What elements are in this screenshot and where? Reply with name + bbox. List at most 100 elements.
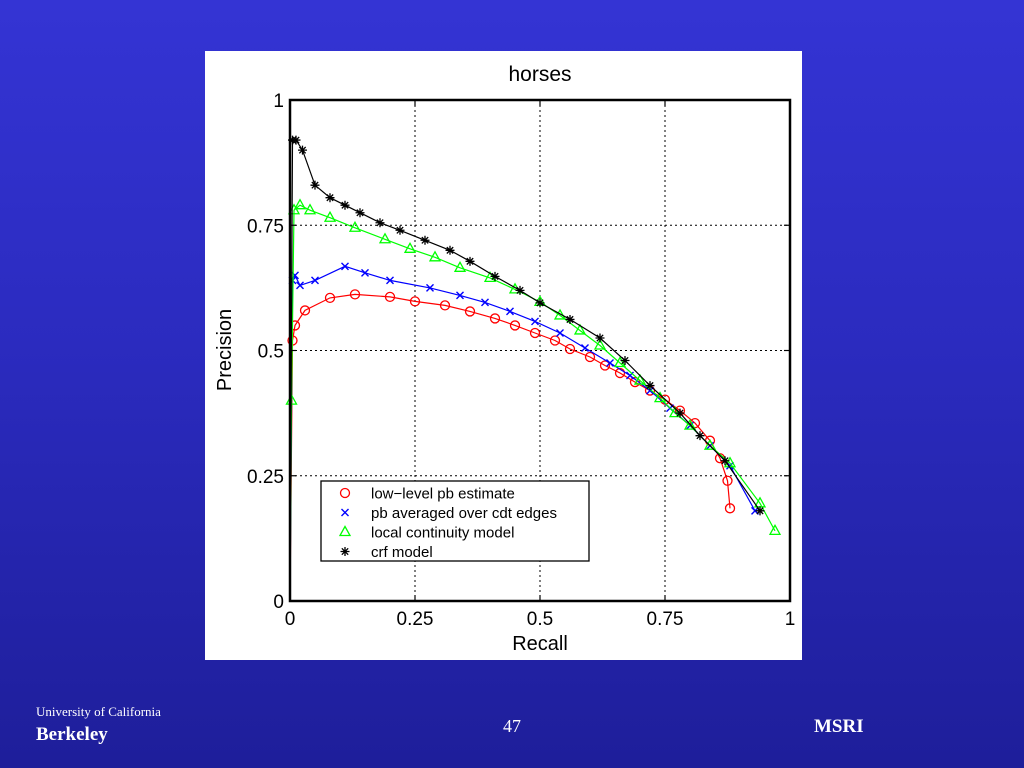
series-1-point	[464, 306, 476, 317]
series-3-point	[593, 338, 607, 350]
series-3-point	[703, 438, 717, 450]
series-line-4	[289, 139, 761, 602]
series-4-point	[375, 218, 385, 228]
series-3-point	[633, 373, 647, 385]
series-4-point	[465, 256, 475, 266]
series-1-point	[349, 289, 361, 300]
series-2-point	[456, 291, 464, 300]
series-3-point	[553, 308, 567, 320]
series-4-point	[298, 145, 307, 155]
series-2-point	[606, 359, 614, 368]
series-1-point	[689, 417, 701, 429]
series-3-point	[293, 198, 307, 210]
series-3-point	[428, 250, 442, 262]
x-tick-label: 0.5	[527, 609, 553, 630]
series-1-point	[599, 360, 611, 371]
chart-title: horses	[508, 63, 571, 86]
x-tick-label: 0.25	[397, 609, 434, 630]
series-4-point	[515, 285, 525, 295]
legend-label-2: pb averaged over cdt edges	[371, 505, 557, 522]
chart-legend: low−level pb estimate pb averaged over cd…	[320, 480, 590, 562]
series-4-point	[755, 506, 765, 516]
series-4-point	[325, 193, 335, 203]
x-axis-label: Recall	[512, 633, 568, 655]
series-1-point	[722, 475, 733, 486]
series-4-point	[595, 333, 605, 343]
series-4-point	[620, 356, 630, 366]
series-3-point	[723, 456, 737, 468]
y-axis-label: Precision	[214, 309, 236, 391]
series-1-point	[564, 343, 576, 355]
series-4-point	[535, 298, 545, 308]
series-4-point	[565, 314, 575, 324]
university-label: University of California	[36, 704, 161, 719]
series-1-point	[439, 300, 451, 311]
y-tick-label: 0	[273, 592, 284, 613]
series-2-point	[581, 344, 589, 352]
series-4-point	[675, 408, 685, 418]
footer-institution: University of California Berkeley	[36, 704, 161, 746]
series-1-point	[584, 351, 596, 363]
series-1-point	[549, 335, 561, 346]
series-1-point	[409, 296, 421, 307]
series-4-point	[720, 456, 730, 466]
legend-marker-1	[339, 487, 351, 499]
series-4-point	[395, 225, 405, 235]
series-3-point	[573, 323, 587, 335]
series-3-point	[768, 524, 782, 536]
series-4-point	[310, 180, 320, 190]
msri-label: MSRI	[814, 716, 864, 737]
series-2-point	[386, 276, 394, 285]
legend-box	[320, 480, 590, 562]
legend-marker-3	[338, 525, 352, 537]
series-2-point	[296, 281, 304, 290]
x-tick-label: 1	[785, 609, 796, 630]
series-group	[285, 135, 782, 602]
precision-recall-chart: horses 0 0.25 0.5 0.75 1 0 0.25 0.5 0.75 1 Recall…	[214, 63, 795, 655]
berkeley-label: Berkeley	[36, 724, 108, 745]
series-2-point	[311, 276, 319, 285]
legend-label-4: crf model	[371, 544, 433, 561]
series-1-point	[509, 320, 521, 331]
legend-label-3: local continuity model	[371, 525, 514, 542]
y-tick-label: 0.5	[258, 342, 284, 363]
series-3-point	[453, 260, 467, 272]
series-3-point	[378, 232, 392, 244]
series-4-point	[445, 245, 455, 255]
legend-marker-2	[341, 508, 349, 517]
legend-label-1: low−level pb estimate	[371, 486, 515, 503]
series-2-point	[626, 371, 634, 380]
series-4-point	[355, 208, 365, 218]
series-4-point	[340, 200, 350, 210]
series-2-point	[506, 307, 514, 316]
x-tick-label: 0.75	[647, 609, 684, 630]
series-3-point	[323, 210, 337, 222]
series-2-point	[426, 283, 434, 292]
series-4-point	[695, 431, 705, 441]
series-2-point	[361, 268, 369, 277]
series-4-point	[645, 381, 655, 391]
series-3-point	[303, 203, 317, 215]
grid-lines	[290, 100, 790, 601]
series-1-point	[529, 327, 541, 339]
chart-figure: horses 0 0.25 0.5 0.75 1 0 0.25 0.5 0.75 1 Recall…	[205, 51, 802, 660]
series-1-point	[724, 503, 736, 514]
y-tick-label: 1	[273, 91, 284, 112]
y-tick-label: 0.75	[247, 216, 284, 237]
series-2-point	[531, 317, 539, 326]
series-1-point	[324, 292, 336, 304]
series-4-point	[420, 235, 430, 245]
series-2-point	[556, 328, 564, 337]
series-4-point	[490, 271, 500, 281]
axis-ticks: 0 0.25 0.5 0.75 1 0 0.25 0.5 0.75 1	[247, 91, 795, 630]
series-3-point	[683, 418, 697, 430]
series-1-point	[384, 291, 396, 303]
series-2-point	[481, 298, 489, 307]
series-3-point	[613, 356, 627, 368]
legend-marker-4	[340, 547, 350, 556]
series-2-point	[341, 262, 349, 271]
series-1-point	[489, 313, 501, 324]
x-tick-label: 0	[285, 609, 296, 630]
y-tick-label: 0.25	[247, 467, 284, 488]
slide-number: 47	[503, 716, 521, 736]
